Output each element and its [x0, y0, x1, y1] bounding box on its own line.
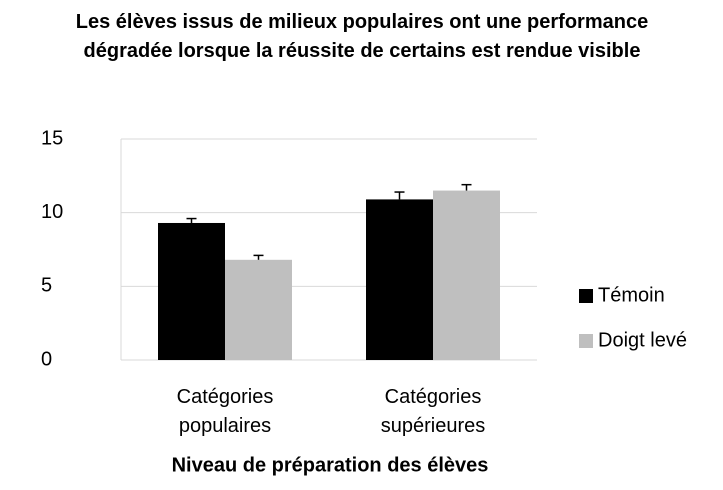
y-tick-label: 10	[41, 201, 63, 223]
y-tick-label: 5	[41, 275, 52, 297]
legend-label: Doigt levé	[598, 329, 687, 351]
bar	[433, 190, 500, 360]
x-tick-label: Catégories populaires	[177, 386, 274, 437]
bar	[158, 222, 225, 360]
bar	[366, 199, 433, 360]
x-axis-title: Niveau de préparation des élèves	[172, 454, 489, 476]
legend-swatch	[579, 289, 593, 303]
bar	[225, 259, 292, 360]
chart-title: Les élèves issus de milieux populaires o…	[75, 11, 649, 62]
x-tick-label: Catégories supérieures	[381, 386, 486, 437]
legend-label: Témoin	[598, 284, 665, 306]
legend-swatch	[579, 334, 593, 348]
y-tick-label: 15	[41, 127, 63, 149]
y-tick-label: 0	[41, 348, 52, 370]
